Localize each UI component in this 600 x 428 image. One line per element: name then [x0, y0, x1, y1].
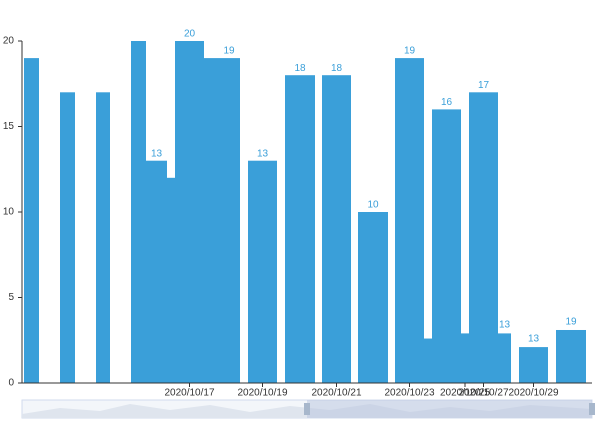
x-tick-label: 2020/10/25 — [440, 388, 490, 399]
bar — [461, 333, 469, 383]
value-label: 19 — [223, 46, 235, 57]
y-tick-label: 15 — [3, 121, 15, 132]
bar — [395, 58, 424, 383]
value-label: 18 — [294, 63, 306, 74]
x-tick-label: 2020/10/17 — [164, 388, 214, 399]
bar — [498, 333, 511, 383]
bar — [96, 92, 110, 384]
annotation: 19 — [565, 317, 577, 328]
bar — [146, 160, 167, 383]
bar — [424, 338, 432, 383]
slider-selection[interactable] — [307, 400, 592, 418]
x-tick-label: 2020/10/21 — [311, 388, 361, 399]
y-tick-label: 0 — [8, 378, 14, 389]
y-tick-label: 20 — [3, 36, 15, 47]
bar — [248, 160, 277, 383]
value-label: 17 — [478, 80, 490, 91]
slider-handle[interactable] — [589, 403, 595, 415]
bar — [469, 92, 498, 384]
x-tick-label: 2020/10/29 — [508, 388, 558, 399]
bar — [556, 329, 586, 383]
value-label: 18 — [331, 63, 343, 74]
bar — [131, 41, 146, 383]
bar — [24, 58, 39, 383]
bar — [519, 347, 548, 383]
bar — [175, 41, 204, 383]
value-label: 10 — [367, 200, 379, 211]
value-label: 19 — [404, 46, 416, 57]
value-label: 13 — [257, 148, 269, 159]
bar — [285, 75, 315, 383]
bar — [432, 109, 461, 384]
y-tick-label: 10 — [3, 207, 15, 218]
bar — [322, 75, 351, 383]
data-zoom-slider[interactable] — [21, 399, 595, 419]
x-tick-label: 2020/10/27 — [458, 388, 508, 399]
slider-handle[interactable] — [304, 403, 310, 415]
y-tick-label: 5 — [8, 292, 14, 303]
annotation: 13 — [499, 320, 511, 331]
annotation: 13 — [528, 334, 540, 345]
bar — [218, 58, 240, 383]
x-tick-label: 2020/10/23 — [384, 388, 434, 399]
bar — [358, 212, 388, 383]
x-tick-label: 2020/10/19 — [237, 388, 287, 399]
bar — [204, 58, 218, 383]
bar — [60, 92, 75, 384]
bar — [167, 177, 175, 383]
value-label: 16 — [441, 97, 453, 108]
value-label: 13 — [151, 148, 163, 159]
value-label: 20 — [184, 29, 196, 40]
